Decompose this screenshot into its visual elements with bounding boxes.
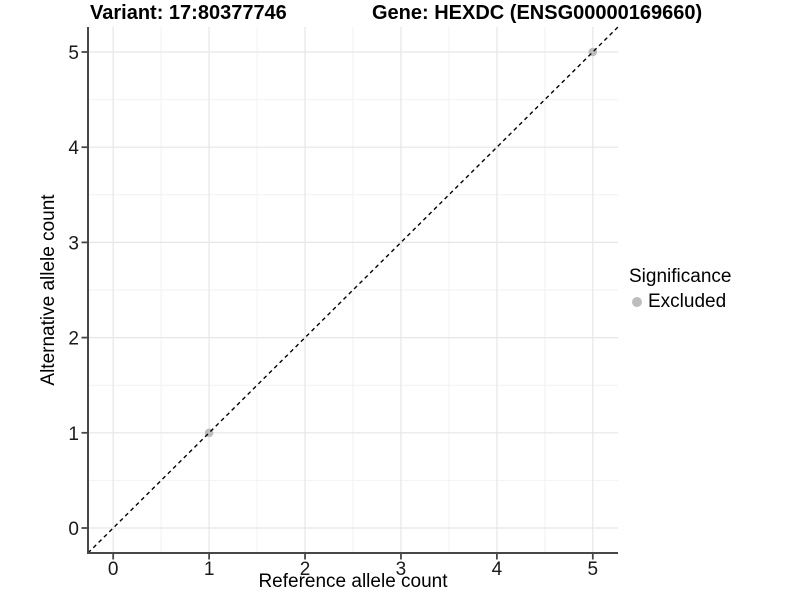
x-axis-title: Reference allele count xyxy=(258,571,448,592)
y-tick-label: 5 xyxy=(68,43,79,64)
y-tick-label: 1 xyxy=(68,424,79,445)
legend-item-excluded: Excluded xyxy=(629,291,731,313)
x-tick-label: 1 xyxy=(204,559,215,580)
y-tick-label: 2 xyxy=(68,329,79,350)
x-tick-label: 2 xyxy=(300,559,311,580)
plot-title-gene: Gene: HEXDC (ENSG00000169660) xyxy=(372,2,703,24)
legend-title: Significance xyxy=(629,266,732,287)
x-tick-label: 5 xyxy=(588,559,599,580)
y-axis-title: Alternative allele count xyxy=(38,194,59,386)
legend-item-label: Excluded xyxy=(648,291,727,312)
legend: Significance Excluded xyxy=(629,266,731,313)
x-tick-label: 4 xyxy=(492,559,503,580)
x-tick-label: 0 xyxy=(108,559,119,580)
plot-title-variant: Variant: 17:80377746 xyxy=(90,2,287,24)
x-tick-label: 3 xyxy=(396,559,407,580)
y-tick-label: 4 xyxy=(68,138,79,159)
y-tick-label: 0 xyxy=(68,519,79,540)
legend-key-dot xyxy=(632,297,642,307)
y-tick-label: 3 xyxy=(68,233,79,254)
